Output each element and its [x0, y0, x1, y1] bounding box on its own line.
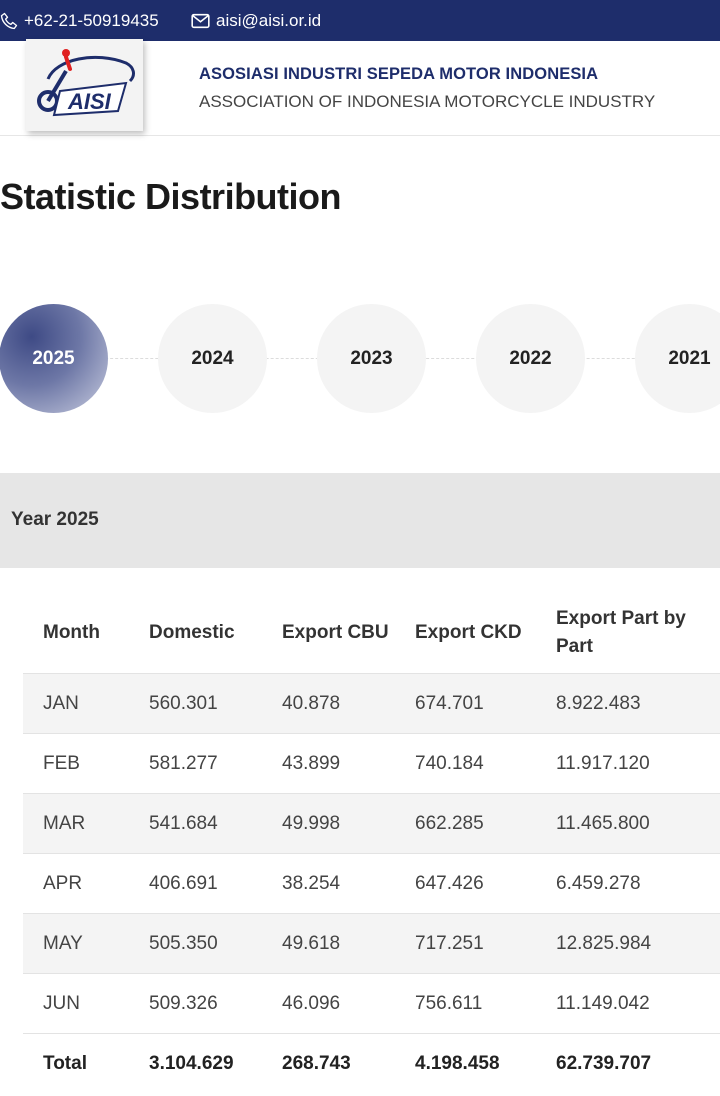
month-cell: APR [43, 872, 83, 894]
export-ckd-cell: 647.426 [415, 872, 484, 894]
contact-topbar: +62-21-50919435 aisi@aisi.or.id [0, 0, 720, 41]
statistics-table: Month Domestic Export CBU Export CKD Exp… [23, 592, 720, 1094]
email-link[interactable]: aisi@aisi.or.id [191, 0, 321, 41]
export-ckd-cell: 717.251 [415, 932, 484, 954]
export-cbu-cell: 49.618 [282, 932, 341, 954]
export-part-cell: 11.149.042 [556, 992, 650, 1014]
domestic-cell: 505.350 [149, 932, 218, 954]
site-header: AISI ASOSIASI INDUSTRI SEPEDA MOTOR INDO… [0, 39, 720, 136]
export-part-cell: 11.917.120 [556, 752, 650, 774]
table-header-row: Month Domestic Export CBU Export CKD Exp… [23, 592, 720, 674]
export-cbu-cell: 49.998 [282, 812, 341, 834]
year-heading: Year 2025 [11, 509, 99, 530]
total-label: Total [43, 1053, 87, 1074]
export-part-cell: 12.825.984 [556, 932, 652, 954]
table-row: FEB 581.277 43.899 740.184 11.917.120 [23, 734, 720, 794]
column-header-export-cbu: Export CBU [282, 621, 389, 643]
table-row: JUN 509.326 46.096 756.611 11.149.042 [23, 974, 720, 1034]
domestic-cell: 581.277 [149, 752, 218, 774]
export-part-cell: 8.922.483 [556, 692, 641, 714]
export-ckd-cell: 662.285 [415, 812, 484, 834]
total-export-ckd: 4.198.458 [415, 1053, 500, 1074]
column-header-export-part: Export Part by Part [556, 607, 686, 657]
month-cell: JAN [43, 692, 79, 714]
page-title: Statistic Distribution [0, 176, 342, 217]
year-button-2022[interactable]: 2022 [476, 304, 585, 413]
month-cell: FEB [43, 752, 80, 774]
year-button-2021[interactable]: 2021 [635, 304, 720, 413]
total-domestic: 3.104.629 [149, 1053, 234, 1074]
org-name-english: ASSOCIATION OF INDONESIA MOTORCYCLE INDU… [199, 92, 656, 111]
email-address: aisi@aisi.or.id [216, 10, 322, 30]
export-cbu-cell: 43.899 [282, 752, 341, 774]
phone-number: +62-21-50919435 [24, 10, 159, 30]
month-cell: MAR [43, 812, 86, 834]
month-cell: JUN [43, 992, 80, 1014]
table-row: JAN 560.301 40.878 674.701 8.922.483 [23, 674, 720, 734]
column-header-domestic: Domestic [149, 621, 235, 643]
year-button-2023[interactable]: 2023 [317, 304, 426, 413]
table-row: APR 406.691 38.254 647.426 6.459.278 [23, 854, 720, 914]
export-ckd-cell: 740.184 [415, 752, 484, 774]
motorcycle-logo-icon: AISI [37, 49, 135, 117]
table-row: MAR 541.684 49.998 662.285 11.465.800 [23, 794, 720, 854]
phone-icon [0, 12, 18, 29]
year-button-2024[interactable]: 2024 [158, 304, 267, 413]
year-selector: 2025 2024 2023 2022 2021 [0, 304, 720, 414]
month-cell: MAY [43, 932, 83, 954]
org-name: ASOSIASI INDUSTRI SEPEDA MOTOR INDONESIA [199, 65, 599, 83]
total-export-part: 62.739.707 [556, 1053, 652, 1074]
logo-text: AISI [67, 89, 112, 114]
export-part-cell: 6.459.278 [556, 872, 641, 894]
domestic-cell: 406.691 [149, 872, 218, 894]
export-cbu-cell: 46.096 [282, 992, 341, 1014]
column-header-month: Month [43, 621, 100, 643]
domestic-cell: 509.326 [149, 992, 218, 1014]
year-heading-band: Year 2025 [0, 473, 720, 568]
table-total-row: Total 3.104.629 268.743 4.198.458 62.739… [23, 1034, 720, 1094]
year-button-2025[interactable]: 2025 [0, 304, 108, 413]
domestic-cell: 541.684 [149, 812, 218, 834]
column-header-export-ckd: Export CKD [415, 621, 522, 643]
export-ckd-cell: 756.611 [415, 992, 483, 1014]
phone-link[interactable]: +62-21-50919435 [0, 0, 159, 41]
export-part-cell: 11.465.800 [556, 812, 650, 834]
table-row: MAY 505.350 49.618 717.251 12.825.984 [23, 914, 720, 974]
export-cbu-cell: 38.254 [282, 872, 341, 894]
total-export-cbu: 268.743 [282, 1053, 351, 1074]
envelope-icon [191, 13, 210, 28]
aisi-logo[interactable]: AISI [26, 39, 143, 131]
export-cbu-cell: 40.878 [282, 692, 341, 714]
export-ckd-cell: 674.701 [415, 692, 484, 714]
domestic-cell: 560.301 [149, 692, 218, 714]
